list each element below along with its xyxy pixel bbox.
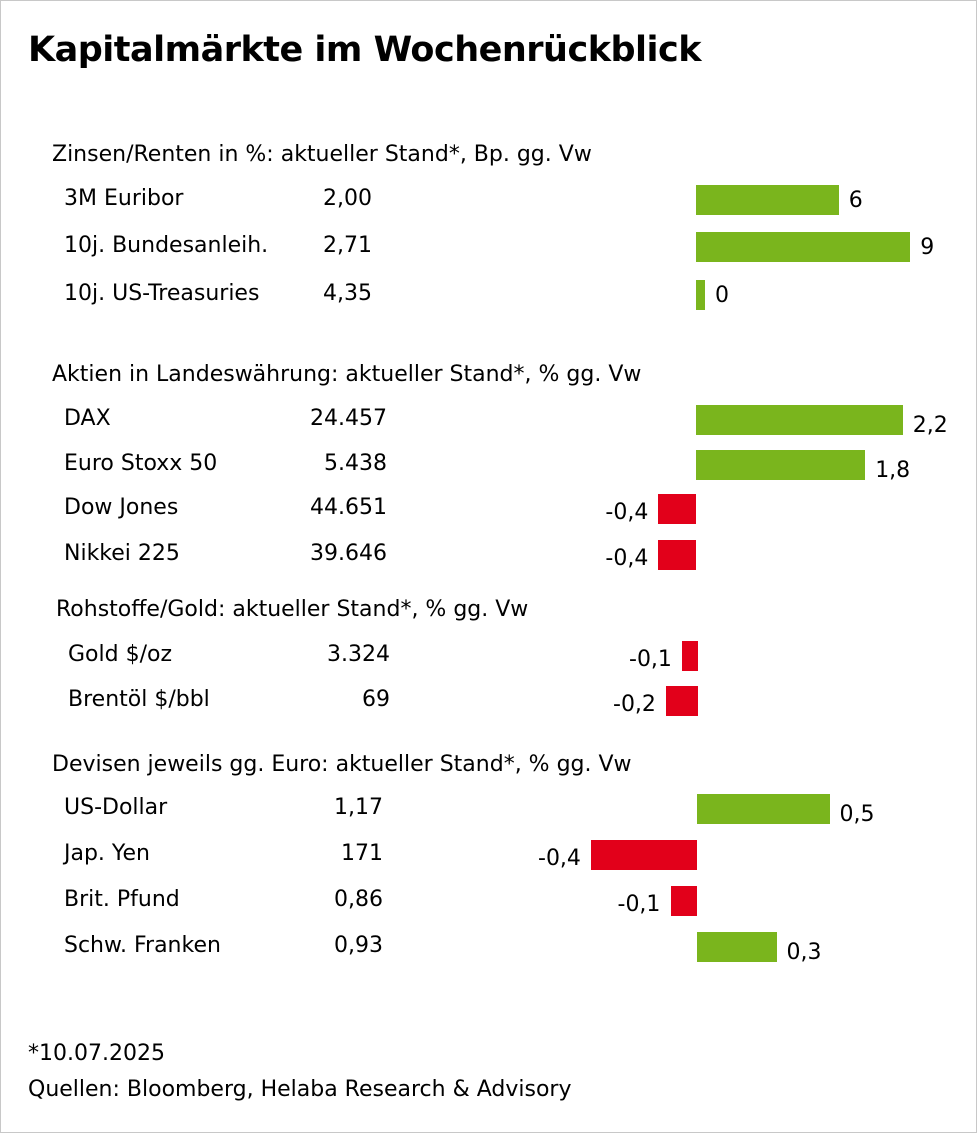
level-value: 24.457 (310, 406, 387, 431)
bar-value-label: 9 (920, 235, 935, 260)
bar-value-label: 0,3 (786, 940, 822, 965)
bar (696, 450, 866, 480)
bar-value-label: 2,2 (912, 413, 948, 438)
chart-title: Kapitalmärkte im Wochenrückblick (28, 30, 702, 70)
bar (697, 932, 777, 962)
category-label: Nikkei 225 (64, 541, 180, 566)
footnote: *10.07.2025 (28, 1041, 165, 1066)
bar-value-label: 0,5 (839, 802, 875, 827)
bar (658, 540, 696, 570)
category-label: Dow Jones (64, 495, 179, 520)
bar (696, 232, 911, 262)
category-label: Brentöl $/bbl (68, 687, 210, 712)
category-label: 10j. Bundesanleih. (64, 233, 269, 258)
level-value: 4,35 (323, 281, 372, 306)
category-label: Brit. Pfund (64, 887, 180, 912)
bar (591, 840, 697, 870)
category-label: Gold $/oz (68, 642, 172, 667)
level-value: 69 (362, 687, 390, 712)
bar-value-label: -0,2 (613, 692, 656, 717)
level-value: 5.438 (324, 451, 387, 476)
category-label: Schw. Franken (64, 933, 221, 958)
bar-value-label: -0,1 (629, 647, 672, 672)
section-title: Rohstoffe/Gold: aktueller Stand*, % gg. … (56, 597, 529, 622)
bar-value-label: 6 (848, 188, 863, 213)
bar (696, 405, 903, 435)
bar (697, 794, 830, 824)
level-value: 44.651 (310, 495, 387, 520)
level-value: 3.324 (327, 642, 390, 667)
level-value: 39.646 (310, 541, 387, 566)
source-note: Quellen: Bloomberg, Helaba Research & Ad… (28, 1077, 572, 1102)
bar (658, 494, 696, 524)
level-value: 2,71 (323, 233, 372, 258)
bar (696, 280, 705, 310)
level-value: 0,86 (334, 887, 383, 912)
bar-value-label: -0,4 (538, 846, 581, 871)
bar (696, 185, 839, 215)
section-title: Devisen jeweils gg. Euro: aktueller Stan… (52, 752, 632, 777)
category-label: DAX (64, 406, 111, 431)
level-value: 0,93 (334, 933, 383, 958)
bar-value-label: -0,4 (605, 546, 649, 571)
level-value: 2,00 (323, 186, 372, 211)
category-label: US-Dollar (64, 795, 168, 820)
bar (670, 886, 697, 916)
category-label: Euro Stoxx 50 (64, 451, 218, 476)
category-label: Jap. Yen (64, 841, 150, 866)
bar-value-label: -0,4 (605, 500, 649, 525)
section-title: Zinsen/Renten in %: aktueller Stand*, Bp… (52, 142, 592, 167)
category-label: 3M Euribor (64, 186, 184, 211)
bar (666, 686, 698, 716)
level-value: 1,17 (334, 795, 383, 820)
level-value: 171 (341, 841, 383, 866)
bar-value-label: 1,8 (875, 458, 911, 483)
category-label: 10j. US-Treasuries (64, 281, 260, 306)
bar (682, 641, 698, 671)
section-title: Aktien in Landeswährung: aktueller Stand… (52, 362, 642, 387)
bar-value-label: -0,1 (617, 892, 661, 917)
bar-value-label: 0 (715, 283, 729, 308)
